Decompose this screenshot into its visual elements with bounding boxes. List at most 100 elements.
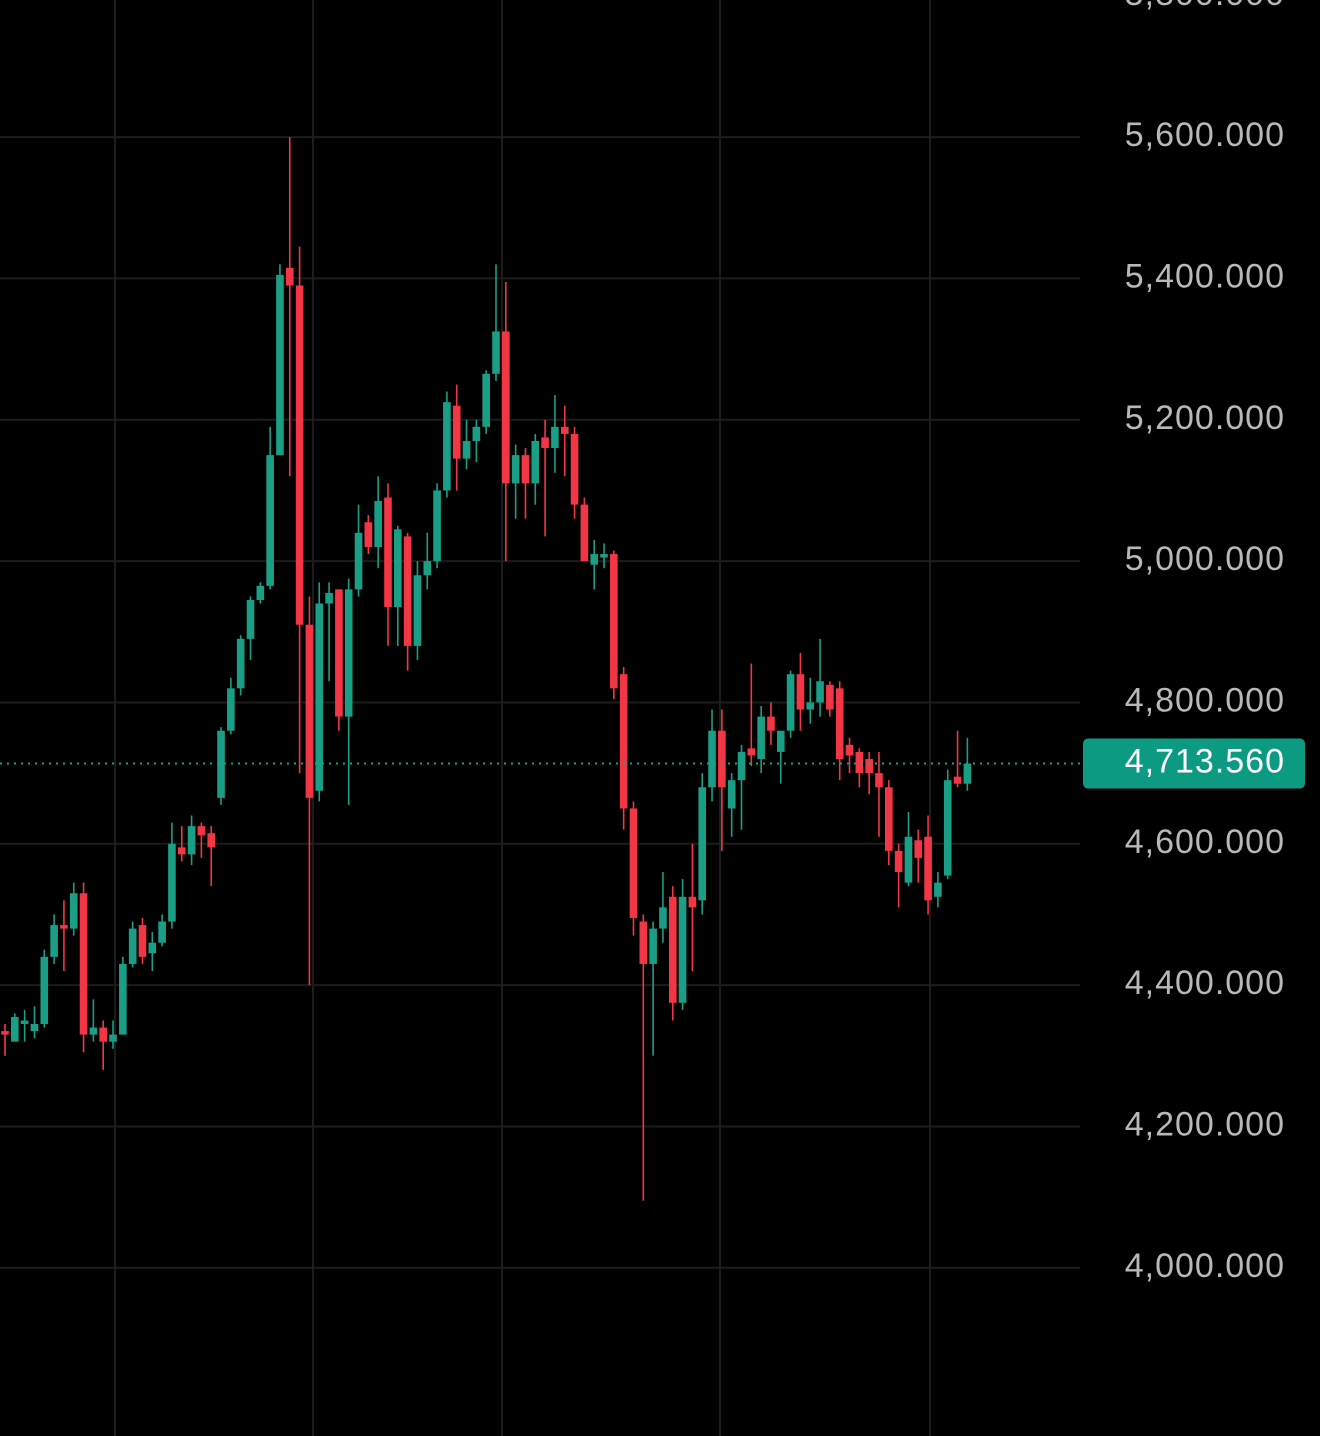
candle-body (452, 405, 461, 459)
candle-body (776, 730, 785, 752)
candle-body (325, 592, 333, 604)
candle-body (796, 674, 805, 710)
candle-body (276, 274, 284, 456)
candle-body (1, 1031, 9, 1035)
candle-body (649, 928, 657, 964)
candle-body (934, 882, 942, 897)
candle-body (335, 589, 343, 717)
candle-body (924, 836, 932, 901)
candle-body (894, 850, 903, 873)
candle-body (639, 921, 648, 964)
candle-body (826, 684, 834, 710)
candle-body (364, 522, 373, 547)
time-grid (114, 0, 931, 1436)
y-tick-label: 5,800.000 (1125, 0, 1285, 13)
candle-body (187, 826, 196, 855)
candle-body (570, 433, 579, 505)
candle-body (285, 267, 294, 286)
candle-body (443, 402, 451, 491)
candle-body (256, 585, 265, 600)
candle-body (128, 928, 137, 964)
candle-body (845, 744, 854, 756)
candle-body (374, 501, 382, 547)
candle-body (168, 843, 176, 922)
candle-body (403, 536, 412, 646)
candle-body (767, 716, 775, 731)
candle-body (344, 589, 353, 717)
candle-body (953, 776, 962, 784)
candle-body (413, 575, 422, 646)
candle-body (835, 688, 844, 759)
candle-body (904, 836, 913, 883)
candle-body (423, 561, 432, 576)
candle-body (875, 773, 883, 788)
candle-body (207, 833, 216, 848)
y-tick-label: 4,200.000 (1125, 1105, 1285, 1143)
candle-body (727, 780, 736, 809)
candle-body (698, 787, 707, 901)
y-tick-label: 4,000.000 (1125, 1247, 1285, 1285)
candle-body (590, 554, 598, 565)
candle-body (600, 554, 608, 558)
candle-body (99, 1027, 107, 1042)
candle-body (541, 437, 549, 449)
candle-body (20, 1020, 29, 1024)
candle-body (629, 808, 638, 918)
candle-body (668, 896, 677, 1003)
candle-body (502, 331, 510, 484)
candle-body (531, 440, 540, 484)
candle-body (551, 426, 559, 449)
candle-body (492, 331, 500, 374)
candle-body (89, 1027, 98, 1035)
candle-body (138, 925, 147, 957)
candle-body (40, 956, 49, 1024)
candle-body (806, 702, 815, 710)
candle-body (305, 624, 314, 798)
candle-body (60, 925, 68, 929)
candle-body (462, 440, 471, 459)
candle-body (943, 780, 952, 876)
candle-body (295, 285, 304, 625)
candle-body (433, 490, 441, 562)
candle-body (963, 763, 972, 784)
candle-body (354, 532, 363, 590)
candle-body (50, 925, 58, 957)
candle-body (227, 688, 235, 731)
candle-body (148, 942, 157, 954)
candle-body (659, 907, 667, 929)
candle-body (688, 896, 697, 908)
candle-body (384, 497, 392, 608)
y-tick-label: 4,600.000 (1125, 823, 1285, 861)
candle-body (511, 455, 520, 484)
candle-body (236, 638, 245, 689)
candle-body (708, 730, 716, 788)
last-price-box (1083, 738, 1305, 789)
candle-body (315, 603, 324, 791)
candle-body (246, 599, 255, 639)
candle-body (197, 826, 206, 836)
y-tick-label: 5,000.000 (1125, 540, 1285, 578)
candle-body (521, 455, 530, 484)
candle-body (865, 758, 873, 774)
candle-body (816, 681, 824, 703)
candle-body (69, 893, 78, 929)
candle-body (757, 716, 765, 759)
candle-body (619, 674, 628, 809)
candle-body (119, 963, 127, 1035)
candle-body (747, 748, 756, 756)
y-tick-label: 4,800.000 (1125, 681, 1285, 719)
candle-body (394, 529, 402, 608)
candle-body (30, 1023, 39, 1032)
candle-body (177, 847, 186, 855)
candle-body (678, 896, 687, 1003)
candle-body (786, 674, 795, 731)
candle-body (855, 751, 864, 774)
candle-body (472, 426, 481, 441)
candle-body (737, 751, 746, 781)
candle-body (266, 455, 274, 586)
y-tick-label: 5,600.000 (1125, 116, 1285, 154)
candle-body (11, 1016, 19, 1042)
